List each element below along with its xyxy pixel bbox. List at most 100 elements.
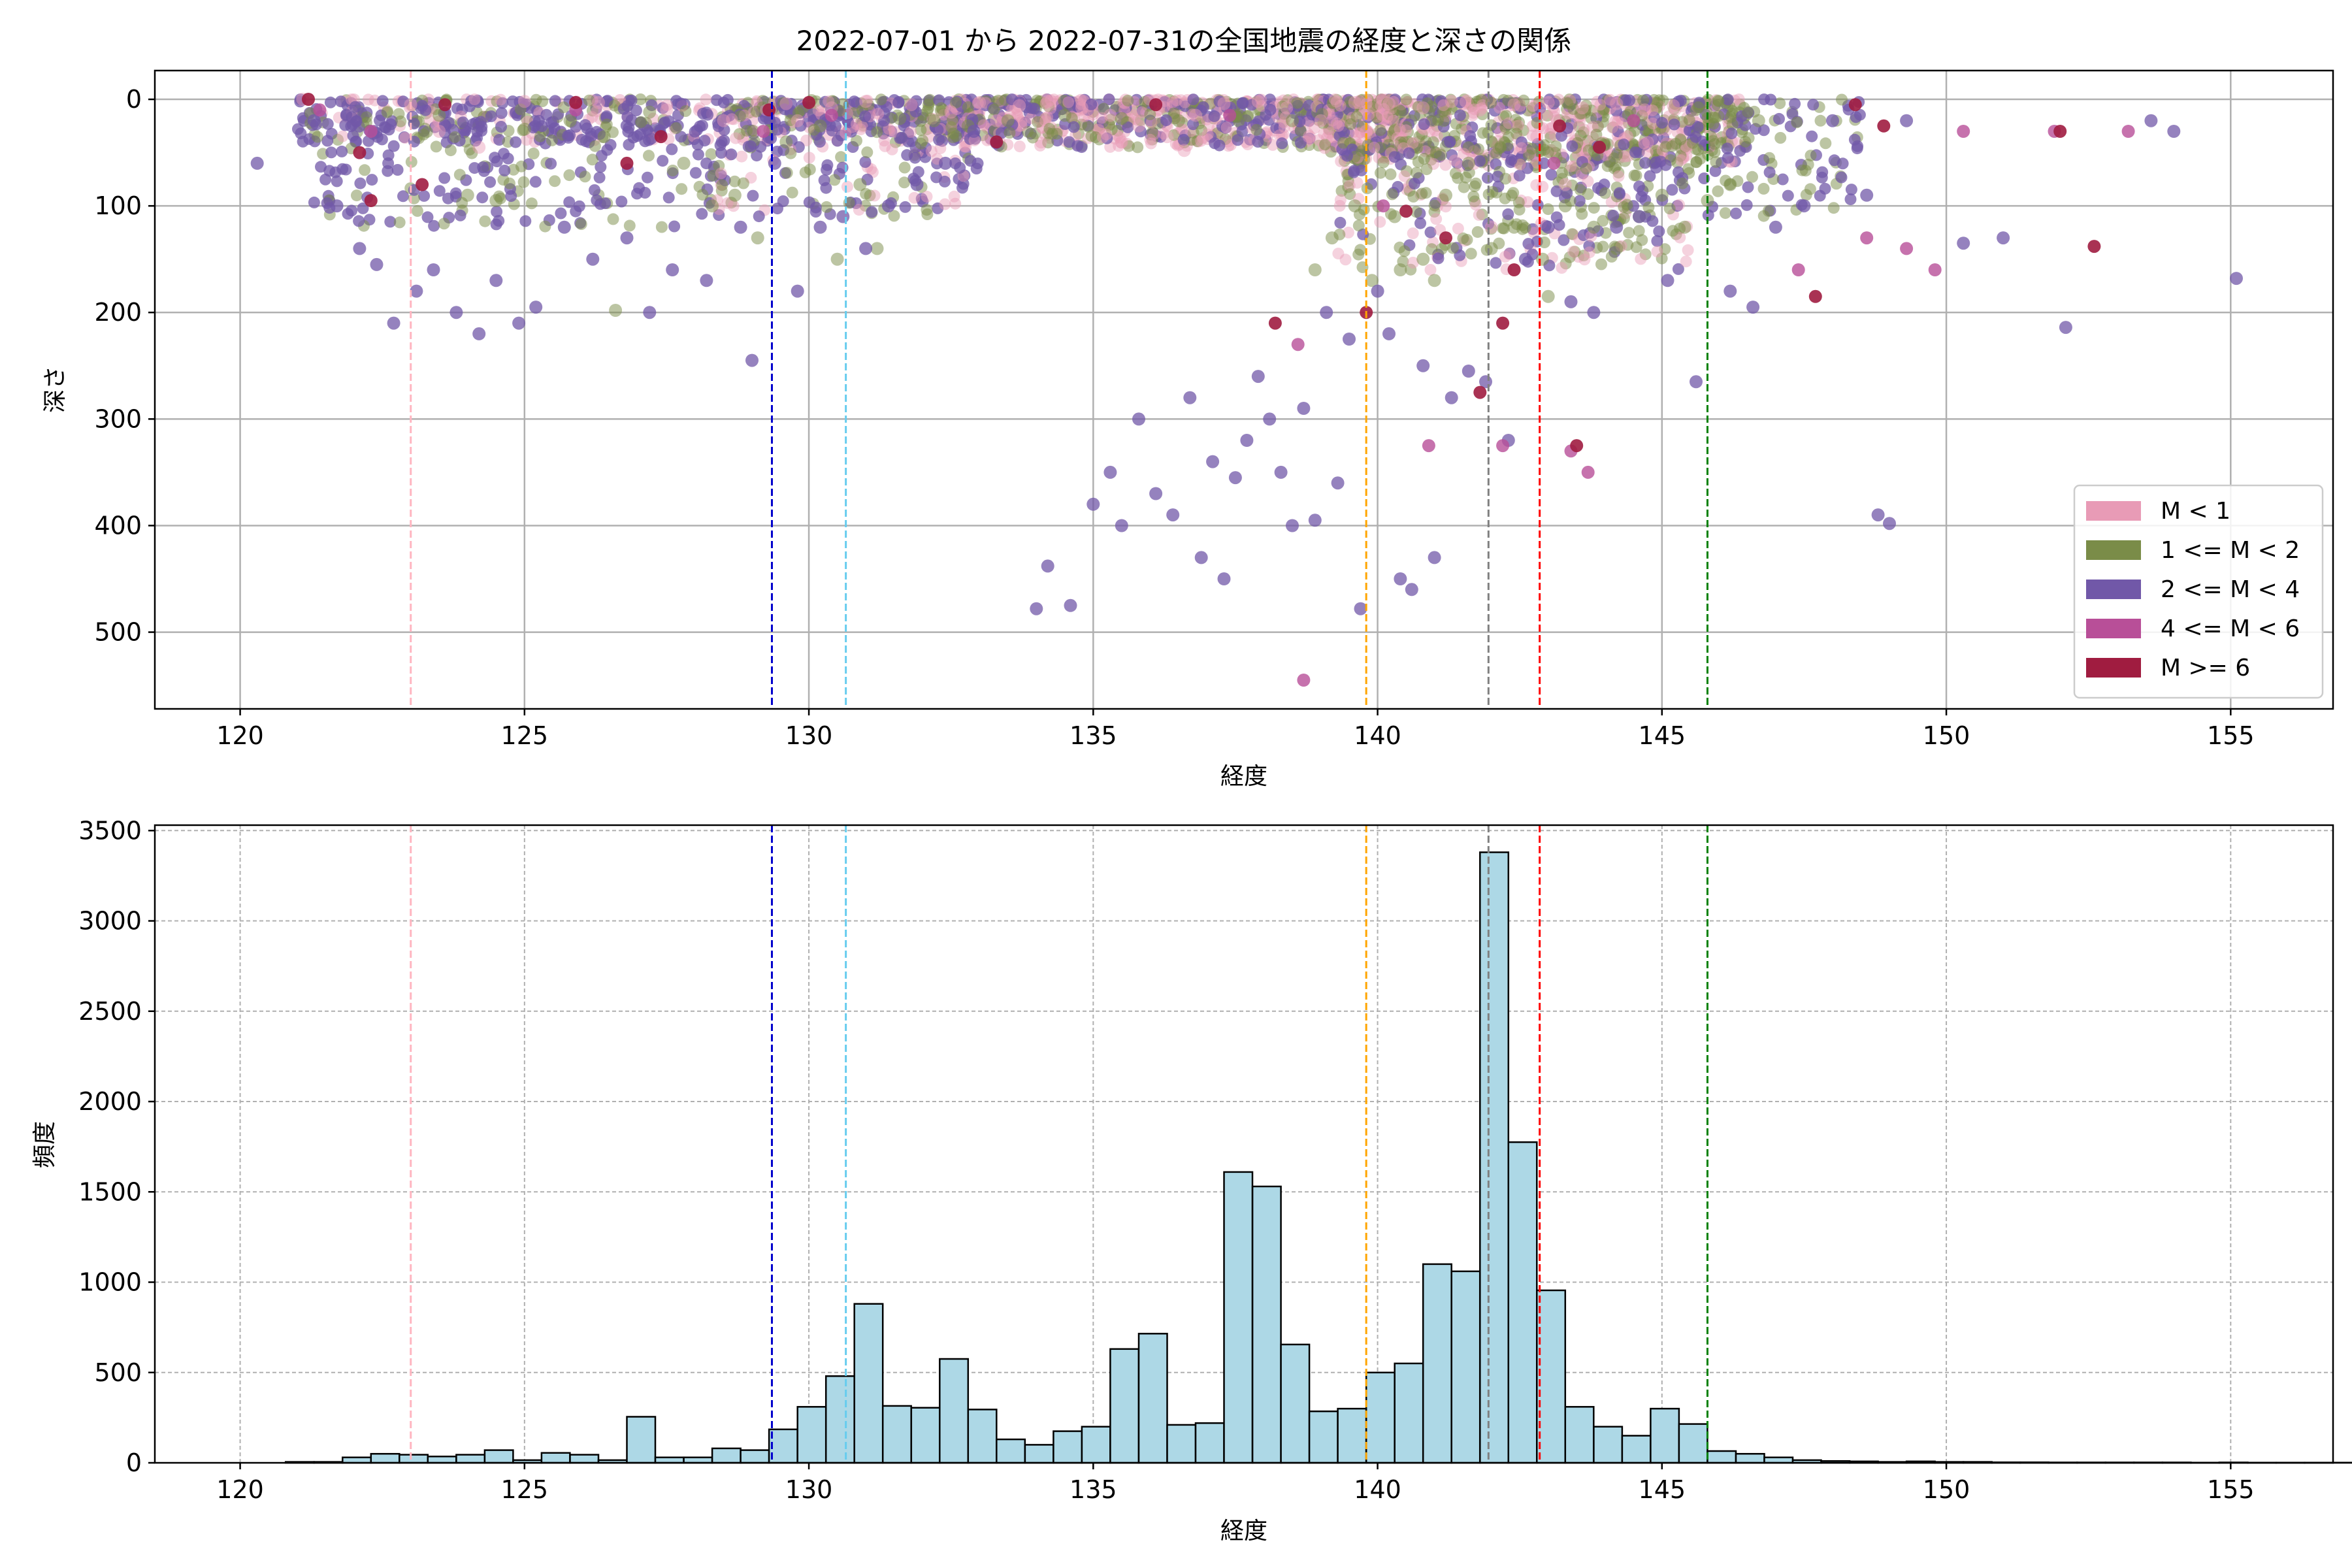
scatter-point (1496, 439, 1510, 453)
scatter-dense-dot (346, 204, 358, 217)
scatter-dense-dot (1542, 203, 1554, 216)
scatter-point (433, 108, 446, 122)
scatter-dense-dot (1013, 140, 1026, 153)
scatter-dense-dot (1799, 165, 1812, 177)
scatter-point (1013, 99, 1026, 112)
scatter-dense-dot (527, 148, 540, 159)
scatter-dense-dot (1526, 129, 1539, 142)
scatter-point (1217, 572, 1231, 585)
histogram-bar (540, 1452, 571, 1464)
scatter-dense-dot (845, 125, 858, 138)
scatter-dense-dot (1437, 105, 1449, 118)
scatter-dense-dot (1474, 155, 1486, 167)
histogram-bar (1280, 1343, 1311, 1464)
scatter-dense-dot (1326, 114, 1339, 127)
histogram-bar (370, 1452, 400, 1464)
scatter-point (1570, 439, 1584, 453)
scatter-dense-dot (1757, 182, 1770, 195)
scatter-dense-dot (1461, 234, 1473, 246)
scatter-dense-dot (600, 118, 613, 131)
scatter-dense-dot (366, 174, 378, 186)
scatter-dense-dot (1075, 93, 1087, 106)
scatter-dense-dot (856, 120, 868, 133)
scatter-point (1416, 359, 1430, 372)
scatter-dense-dot (1548, 110, 1561, 123)
scatter-dense-dot (595, 150, 608, 162)
scatter-plot-frame (154, 69, 2334, 710)
scatter-dense-dot (349, 101, 361, 113)
scatter-dense-dot (411, 204, 423, 217)
histogram-bar (626, 1416, 657, 1464)
scatter-dense-dot (1637, 94, 1649, 106)
scatter-dense-dot (1702, 209, 1714, 221)
scatter-dense-dot (771, 123, 783, 136)
scatter-point (1587, 220, 1601, 234)
scatter-dense-dot (972, 97, 984, 109)
scatter-dense-dot (1642, 180, 1654, 192)
scatter-point (990, 114, 1004, 127)
scatter-dense-dot (532, 114, 545, 127)
scatter-dense-dot (1719, 207, 1731, 220)
scatter-point (1280, 101, 1294, 115)
scatter-dense-dot (1410, 167, 1422, 179)
scatter-dense-dot (1629, 146, 1641, 159)
scatter-dense-dot (1583, 246, 1595, 259)
scatter-dense-dot (321, 197, 333, 209)
scatter-point (1826, 114, 1839, 127)
scatter-dense-dot (1544, 131, 1557, 143)
scatter-dense-dot (1388, 151, 1401, 163)
scatter-chart: 120 125 130 135 140 145 150 155 0 100 200 300 400 500… (42, 69, 2334, 790)
scatter-dense-dot (962, 101, 974, 113)
scatter-dense-dot (794, 120, 807, 132)
scatter-point (1997, 231, 2010, 245)
scatter-dense-dot (715, 167, 727, 180)
scatter-dense-dot (591, 194, 603, 206)
scatter-dense-dot (1407, 227, 1419, 240)
scatter-dense-dot (1805, 150, 1817, 162)
scatter-dense-dot (702, 108, 714, 121)
scatter-dense-dot (1342, 226, 1354, 238)
scatter-reference-lines (410, 71, 1708, 709)
scatter-point (620, 231, 634, 245)
scatter-point (1507, 263, 1521, 276)
scatter-dense-dot (1350, 110, 1363, 123)
scatter-dense-dot (397, 190, 409, 203)
scatter-dense-dot (1578, 250, 1590, 262)
scatter-dense-dot (1085, 130, 1098, 142)
scatter-dense-dot (715, 146, 727, 159)
scatter-point (1166, 508, 1180, 522)
scatter-dense-dot (1098, 103, 1110, 115)
scatter-plot-area (155, 71, 2333, 709)
scatter-dense-dot (721, 197, 734, 209)
scatter-dense-dot (517, 176, 530, 188)
scatter-dense-dot (1561, 187, 1573, 199)
scatter-dense-dot (915, 137, 927, 150)
histogram-bar (939, 1358, 970, 1464)
scatter-point (1115, 112, 1128, 125)
scatter-dense-dot (564, 129, 576, 141)
scatter-dense-dot (1405, 263, 1417, 276)
scatter-dense-dot (1539, 237, 1550, 248)
scatter-point (973, 95, 987, 109)
histogram-bar (1394, 1362, 1424, 1464)
histogram-y-tick-label: 2000 (78, 1087, 142, 1116)
scatter-point (1149, 98, 1163, 112)
histogram-bar (1109, 1348, 1140, 1464)
scatter-dense-dot (657, 102, 669, 114)
scatter-dense-dot (1236, 97, 1249, 110)
scatter-dense-dot (1623, 227, 1635, 239)
scatter-dense-dot (1630, 169, 1642, 182)
scatter-dense-dot (1556, 262, 1568, 274)
histogram-bar (768, 1428, 798, 1464)
scatter-dense-dot (1641, 137, 1654, 149)
scatter-x-axis-label: 経度 (1220, 763, 1267, 790)
scatter-dense-dot (1398, 136, 1411, 148)
scatter-dense-dot (786, 186, 798, 199)
scatter-dense-dot (1348, 166, 1360, 178)
scatter-point (1553, 119, 1567, 133)
scatter-point (472, 327, 486, 340)
histogram-chart: 120 125 130 135 140 145 150 155 0 500 1000 1500 2000… (31, 816, 2352, 1544)
scatter-point (1496, 316, 1510, 330)
histogram-x-tick-label: 130 (785, 1475, 833, 1504)
scatter-dense-dot (1144, 108, 1156, 120)
